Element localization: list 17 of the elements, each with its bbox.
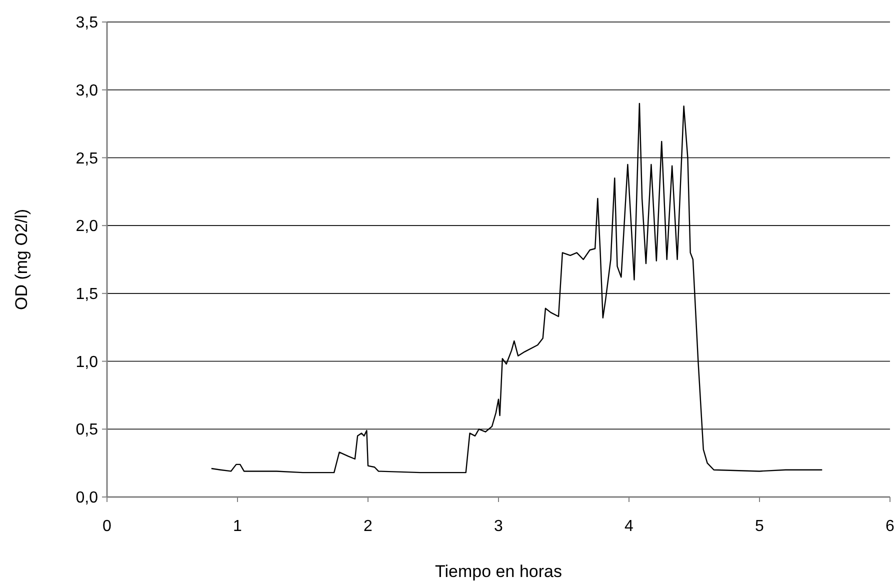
x-tick-label: 4 <box>624 518 634 535</box>
x-tick-label: 5 <box>755 518 764 535</box>
x-tick-label: 6 <box>886 518 895 535</box>
x-tick-label: 0 <box>102 518 112 535</box>
y-tick-label: 3,0 <box>76 82 98 100</box>
y-axis-title: OD (mg O2/l) <box>12 208 31 310</box>
x-tick-label: 2 <box>364 518 373 535</box>
y-tick-label: 1,5 <box>76 286 98 304</box>
y-tick-label: 0,5 <box>76 422 98 439</box>
x-tick-label: 1 <box>233 518 242 535</box>
x-axis-title: Tiempo en horas <box>435 562 562 581</box>
y-tick-label: 1,0 <box>76 354 98 371</box>
y-tick-label: 2,5 <box>76 150 98 168</box>
y-tick-label: 2,0 <box>76 218 98 236</box>
y-tick-label: 3,5 <box>76 14 98 32</box>
x-tick-label: 3 <box>494 518 504 535</box>
y-tick-label: 0,0 <box>76 490 98 507</box>
